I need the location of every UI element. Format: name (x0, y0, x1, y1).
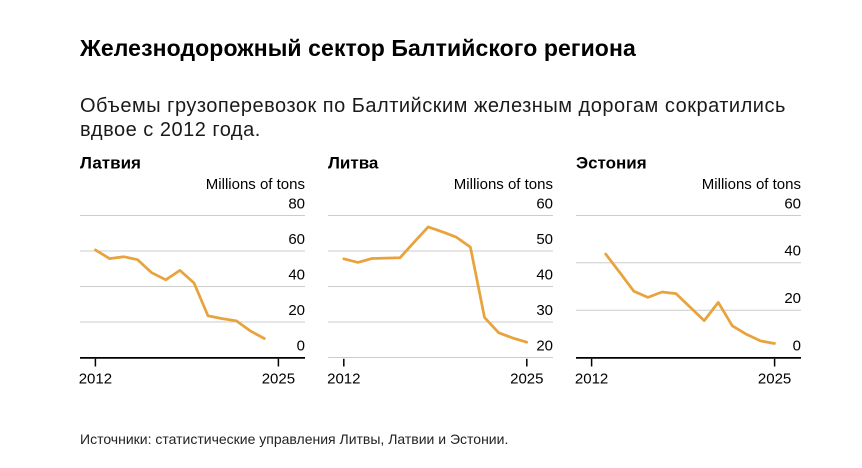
svg-text:Латвия: Латвия (80, 154, 141, 173)
svg-text:40: 40 (288, 266, 305, 283)
svg-text:Millions of tons: Millions of tons (206, 176, 305, 193)
svg-text:0: 0 (793, 337, 801, 354)
svg-text:2025: 2025 (758, 371, 791, 388)
svg-text:Millions of tons: Millions of tons (702, 176, 801, 193)
svg-text:2025: 2025 (510, 371, 543, 388)
svg-text:80: 80 (288, 195, 305, 212)
svg-text:60: 60 (784, 195, 801, 212)
svg-text:20: 20 (536, 337, 553, 354)
svg-text:2025: 2025 (262, 371, 295, 388)
svg-text:20: 20 (784, 290, 801, 307)
svg-text:Эстония: Эстония (576, 154, 647, 173)
svg-text:2012: 2012 (79, 371, 112, 388)
svg-text:0: 0 (297, 337, 305, 354)
svg-text:60: 60 (288, 231, 305, 248)
svg-text:40: 40 (536, 266, 553, 283)
svg-text:30: 30 (536, 302, 553, 319)
svg-text:60: 60 (536, 195, 553, 212)
svg-text:40: 40 (784, 243, 801, 260)
svg-text:20: 20 (288, 302, 305, 319)
svg-text:2012: 2012 (575, 371, 608, 388)
svg-text:Литва: Литва (328, 154, 379, 173)
svg-text:50: 50 (536, 231, 553, 248)
svg-text:Millions of tons: Millions of tons (454, 176, 553, 193)
svg-text:2012: 2012 (327, 371, 360, 388)
